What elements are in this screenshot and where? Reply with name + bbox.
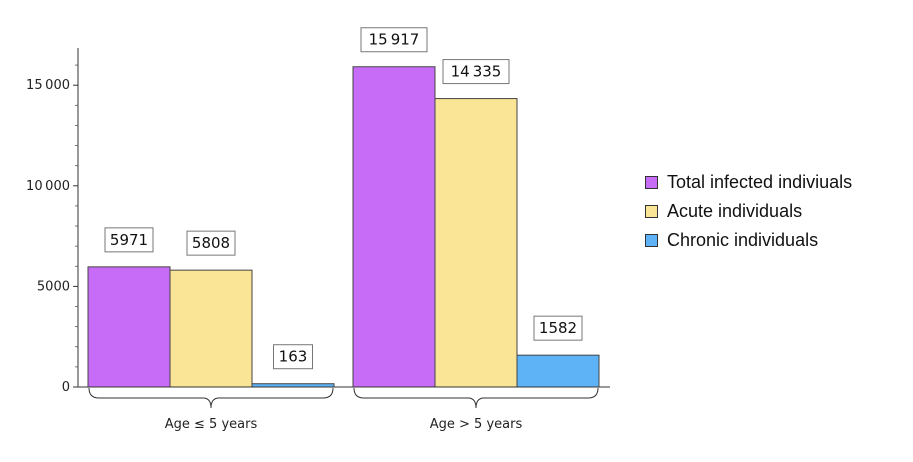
- y-tick-label: 15 000: [26, 78, 70, 93]
- legend-label-total: Total infected indiviuals: [667, 172, 853, 192]
- x-category-label: Age > 5 years: [430, 417, 523, 432]
- data-label-box: [104, 227, 154, 253]
- y-tick-label: 5000: [37, 279, 70, 294]
- legend-label-acute: Acute individuals: [667, 201, 803, 221]
- group-brace: [353, 387, 599, 409]
- data-label: 163: [279, 348, 308, 366]
- data-label-box: [273, 344, 313, 370]
- y-tick-label: 0: [62, 380, 70, 395]
- x-category-label: Age ≤ 5 years: [165, 417, 258, 432]
- data-label: 14 335: [451, 63, 502, 81]
- legend-item-total: Total infected indiviuals: [645, 168, 852, 197]
- bar: [87, 266, 171, 388]
- bar: [434, 98, 518, 388]
- group-brace: [88, 387, 334, 409]
- data-label: 15 917: [369, 31, 420, 49]
- bar: [169, 269, 253, 388]
- y-tick-label: 10 000: [26, 179, 70, 194]
- bar: [516, 354, 600, 388]
- legend-label-chronic: Chronic individuals: [667, 230, 819, 250]
- data-label: 1582: [539, 319, 577, 337]
- data-label-box: [442, 59, 510, 85]
- data-label-box: [186, 230, 236, 256]
- data-label: 5808: [192, 234, 230, 252]
- legend-swatch-total: [645, 176, 658, 189]
- data-label-box: [360, 27, 428, 53]
- bar: [352, 66, 436, 388]
- legend: Total infected indiviuals Acute individu…: [645, 168, 852, 255]
- legend-item-chronic: Chronic individuals: [645, 226, 852, 255]
- data-label-box: [533, 315, 583, 341]
- legend-swatch-chronic: [645, 234, 658, 247]
- legend-item-acute: Acute individuals: [645, 197, 852, 226]
- legend-swatch-acute: [645, 205, 658, 218]
- data-label: 5971: [110, 231, 148, 249]
